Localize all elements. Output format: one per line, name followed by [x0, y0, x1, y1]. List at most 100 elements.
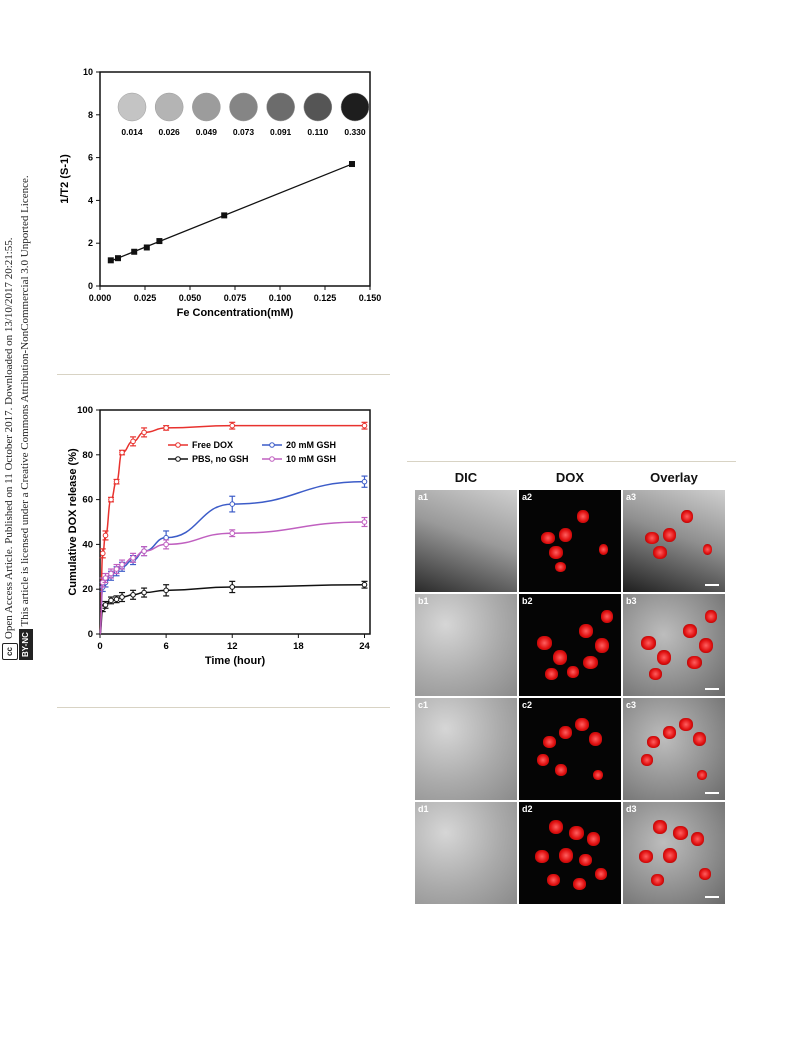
scale-bar	[705, 688, 719, 690]
cell	[537, 636, 552, 650]
x-tick-label: 0.100	[269, 293, 292, 303]
x-tick-label: 0.025	[134, 293, 157, 303]
data-point	[229, 530, 236, 536]
panel-c3: c3	[623, 698, 725, 800]
data-point	[115, 255, 121, 262]
notice-line-1: Open Access Article. Published on 11 Oct…	[3, 237, 15, 640]
cell	[699, 638, 713, 653]
data-point	[361, 519, 368, 525]
x-tick-label: 0.000	[89, 293, 112, 303]
phantom-disc	[229, 92, 258, 122]
data-point	[163, 587, 169, 594]
cell	[705, 610, 717, 623]
data-point	[119, 594, 125, 600]
cell	[599, 544, 608, 555]
x-tick-label: 24	[359, 641, 370, 652]
data-point	[130, 555, 136, 561]
relaxivity-x-label: Fe Concentration(mM)	[177, 307, 294, 319]
cell	[535, 850, 549, 863]
legend-marker	[269, 456, 275, 462]
relaxivity-points	[107, 161, 355, 264]
panel-c2: c2	[519, 698, 621, 800]
header-dic: DIC	[454, 470, 478, 485]
phantom-label: 0.014	[121, 127, 143, 137]
data-point	[163, 534, 169, 541]
cell	[587, 832, 600, 846]
panel-label-d2: d2	[522, 804, 533, 814]
cell	[579, 854, 592, 866]
cell	[657, 650, 671, 665]
cell	[663, 726, 676, 739]
panel-label-c2: c2	[522, 700, 533, 710]
y-tick-label: 4	[88, 195, 93, 205]
panel-label-a1: a1	[418, 492, 429, 502]
x-tick-label: 0.125	[314, 293, 337, 303]
x-tick-label: 0	[97, 641, 102, 652]
cell	[653, 820, 667, 834]
data-point	[229, 584, 236, 590]
phantom-label: 0.049	[196, 127, 218, 137]
phantom-label: 0.110	[307, 127, 328, 137]
cell	[601, 610, 613, 623]
cell	[567, 666, 579, 678]
legend-marker	[269, 442, 275, 448]
cell	[549, 546, 563, 559]
notice-line-2[interactable]: This article is licensed under a Creativ…	[19, 175, 31, 627]
x-tick-label: 18	[293, 641, 304, 652]
release-plot-frame	[99, 409, 371, 635]
panel-b3: b3	[623, 594, 725, 696]
data-point	[130, 592, 136, 598]
cell	[559, 528, 572, 542]
panel-c1: c1	[415, 698, 517, 800]
x-tick-label: 12	[227, 641, 238, 652]
header-overlay: Overlay	[650, 470, 698, 485]
cell	[673, 826, 688, 840]
cell	[579, 624, 593, 638]
cell	[537, 754, 549, 766]
data-point	[108, 570, 114, 577]
cell	[547, 874, 560, 886]
phantom-disc	[154, 92, 184, 122]
data-point	[102, 532, 109, 539]
panel-a1: a1	[415, 490, 517, 592]
cell	[555, 764, 567, 776]
panel-b2: b2	[519, 594, 621, 696]
cell	[699, 868, 711, 880]
phantom-label: 0.073	[233, 127, 255, 137]
by-nc-badge[interactable]: BY-NC	[19, 629, 33, 660]
data-point	[349, 161, 355, 168]
y-tick-label: 0	[88, 281, 93, 291]
data-point	[107, 257, 114, 264]
cell	[697, 770, 707, 780]
data-point	[102, 575, 109, 581]
data-point	[108, 597, 114, 604]
cell	[663, 528, 676, 542]
phantom-disc	[192, 92, 221, 122]
panel-a2: a2	[519, 490, 621, 592]
cell	[691, 832, 704, 846]
cell	[595, 638, 609, 653]
data-point	[141, 548, 147, 554]
cell	[681, 510, 693, 523]
cell	[549, 820, 563, 834]
cell	[703, 544, 712, 555]
panel-label-a3: a3	[626, 492, 637, 502]
y-tick-label: 100	[77, 405, 93, 416]
y-tick-label: 8	[88, 110, 93, 120]
cell	[639, 850, 653, 863]
divider-left-2	[57, 707, 390, 708]
data-point	[108, 496, 114, 503]
cell	[543, 736, 556, 748]
x-tick-label: 0.075	[224, 293, 247, 303]
cc-license-badge[interactable]: cc	[2, 643, 18, 660]
phantom-label: 0.026	[159, 127, 181, 137]
y-tick-label: 2	[88, 238, 93, 248]
release-chart: 0 6 12 18 24 0 20 40 60 80 100 Free DOX 20 mM GSH PB…	[67, 405, 371, 667]
cell	[641, 636, 656, 650]
y-tick-label: 10	[83, 67, 93, 77]
data-point	[130, 438, 136, 445]
legend-label: 20 mM GSH	[286, 440, 336, 450]
panel-label-b2: b2	[522, 596, 533, 606]
cell	[647, 736, 660, 748]
phantom-disc	[266, 92, 295, 122]
